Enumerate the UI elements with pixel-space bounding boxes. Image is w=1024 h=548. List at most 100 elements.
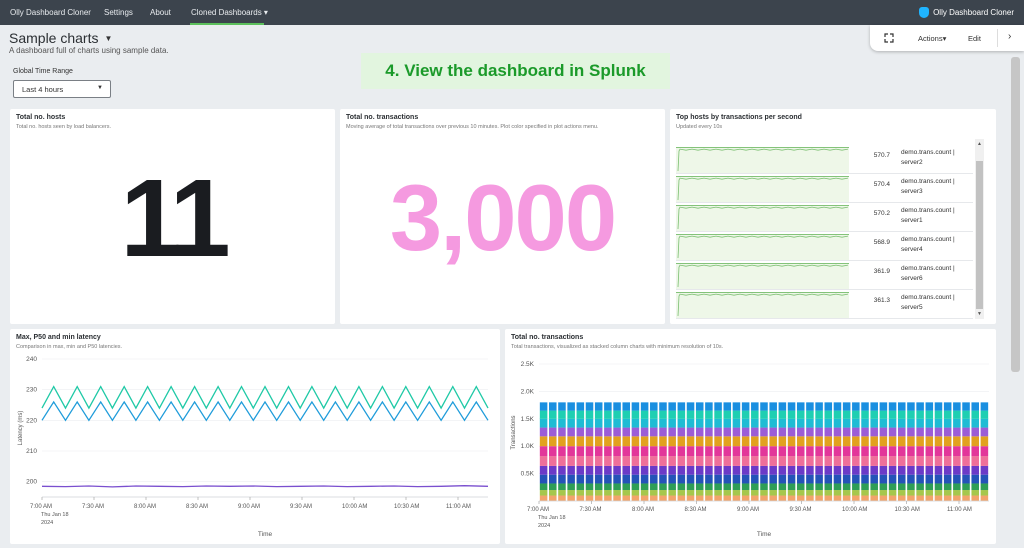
bar-segment (916, 436, 924, 447)
panel-title: Total no. transactions (511, 334, 584, 341)
nav-brand[interactable]: Olly Dashboard Cloner (919, 7, 1014, 18)
list-item-label: demo.trans.count | server4 (901, 236, 955, 253)
list-item[interactable]: 570.4 demo.trans.count | server3 (676, 174, 973, 203)
bar-segment (888, 418, 897, 428)
bar-segment (852, 418, 860, 428)
bar-segment (539, 495, 548, 501)
single-value: 3,000 (389, 165, 617, 270)
bar-segment (769, 483, 777, 491)
list-item-label: demo.trans.count | server6 (901, 265, 955, 282)
actions-menu-button[interactable]: Actions▾ (918, 34, 947, 43)
bar-segment (953, 410, 961, 419)
list-item[interactable]: 568.9 demo.trans.count | server4 (676, 232, 973, 261)
list-item[interactable]: 570.7 demo.trans.count | server2 (676, 145, 973, 174)
bar-segment (778, 483, 787, 491)
bar-segment (806, 456, 814, 466)
bar-segment (861, 456, 869, 466)
bar-segment (796, 456, 805, 466)
panel-description: Comparison in max, min and P50 latencies… (16, 344, 123, 350)
bar-segment (778, 427, 787, 437)
bar-segment (558, 410, 566, 419)
bar-segment (650, 427, 658, 437)
page-scrollbar[interactable] (1011, 57, 1020, 372)
x-year-label: 2024 (538, 523, 550, 529)
sparkline (676, 147, 849, 173)
bar-segment (659, 456, 667, 466)
nav-item-cloned-dashboards[interactable]: Cloned Dashboards ▾ (191, 8, 268, 17)
scrollbar-thumb[interactable] (976, 161, 983, 309)
bar-segment (585, 427, 594, 437)
nav-item-settings[interactable]: Settings (104, 8, 133, 17)
bar-segment (705, 446, 713, 457)
nav-item-about[interactable]: About (150, 8, 171, 17)
y-tick-label: 0.5K (521, 471, 535, 478)
bar-segment (604, 402, 612, 411)
dashboard-actions-bar: Actions▾ Edit › (870, 25, 1024, 51)
bar-segment (741, 427, 750, 437)
list-scrollbar[interactable]: ▲ ▼ (975, 139, 984, 319)
bar-segment (980, 436, 989, 447)
bar-segment (842, 402, 851, 411)
bar-segment (659, 427, 667, 437)
bar-segment (870, 465, 878, 475)
panel-title: Max, P50 and min latency (16, 334, 101, 341)
bar-segment (888, 410, 897, 419)
bar-segment (943, 402, 952, 411)
bar-segment (916, 418, 924, 428)
page-title[interactable]: Sample charts ▼ (9, 30, 112, 46)
bar-segment (631, 446, 640, 457)
bar-segment (962, 483, 970, 491)
bar-segment (640, 490, 649, 496)
bar-segment (806, 483, 814, 491)
bar-segment (714, 427, 722, 437)
list-item[interactable]: 361.9 demo.trans.count | server6 (676, 261, 973, 290)
bar-segment (695, 495, 704, 501)
bar-segment (787, 483, 796, 491)
x-tick-label: 9:00 AM (737, 507, 759, 513)
bar-segment (714, 418, 722, 428)
bar-segment (640, 402, 649, 411)
bar-segment (769, 436, 777, 447)
bar-segment (622, 446, 631, 457)
bar-segment (686, 436, 695, 447)
bar-segment (677, 474, 686, 484)
bar-segment (549, 465, 557, 475)
bar-segment (604, 410, 612, 419)
bar-segment (833, 456, 842, 466)
nav-item-app[interactable]: Olly Dashboard Cloner (10, 8, 91, 17)
bar-segment (934, 427, 943, 437)
bar-segment (751, 446, 759, 457)
bar-segment (576, 465, 585, 475)
bar-segment (741, 446, 750, 457)
bar-segment (576, 410, 585, 419)
bar-segment (751, 490, 759, 496)
chevron-down-icon[interactable]: ▼ (104, 33, 113, 43)
time-range-select[interactable]: Last 4 hours ▼ (13, 80, 111, 98)
chevron-right-icon[interactable]: › (1008, 31, 1012, 42)
bar-segment (824, 474, 833, 484)
bar-segment (640, 456, 649, 466)
bar-segment (732, 402, 741, 411)
sparkline-line (677, 148, 849, 171)
list-item[interactable]: 570.2 demo.trans.count | server1 (676, 203, 973, 232)
bar-segment (650, 474, 658, 484)
scroll-up-icon[interactable]: ▲ (977, 141, 982, 147)
bar-segment (943, 418, 952, 428)
bar-segment (815, 465, 823, 475)
bar-segment (925, 474, 934, 484)
list-item[interactable]: 361.3 demo.trans.count | server5 (676, 290, 973, 319)
bar-segment (751, 436, 759, 447)
bar-segment (613, 483, 621, 491)
bar-segment (953, 474, 961, 484)
series-line-2 (41, 485, 489, 488)
bar-segment (943, 436, 952, 447)
panel-title: Total no. hosts (16, 114, 66, 121)
bar-segment (787, 495, 796, 501)
fullscreen-icon[interactable] (884, 33, 894, 43)
bar-segment (842, 474, 851, 484)
edit-button[interactable]: Edit (968, 34, 981, 43)
scroll-down-icon[interactable]: ▼ (977, 311, 982, 317)
bar-segment (650, 495, 658, 501)
bar-segment (888, 474, 897, 484)
bar-segment (778, 446, 787, 457)
